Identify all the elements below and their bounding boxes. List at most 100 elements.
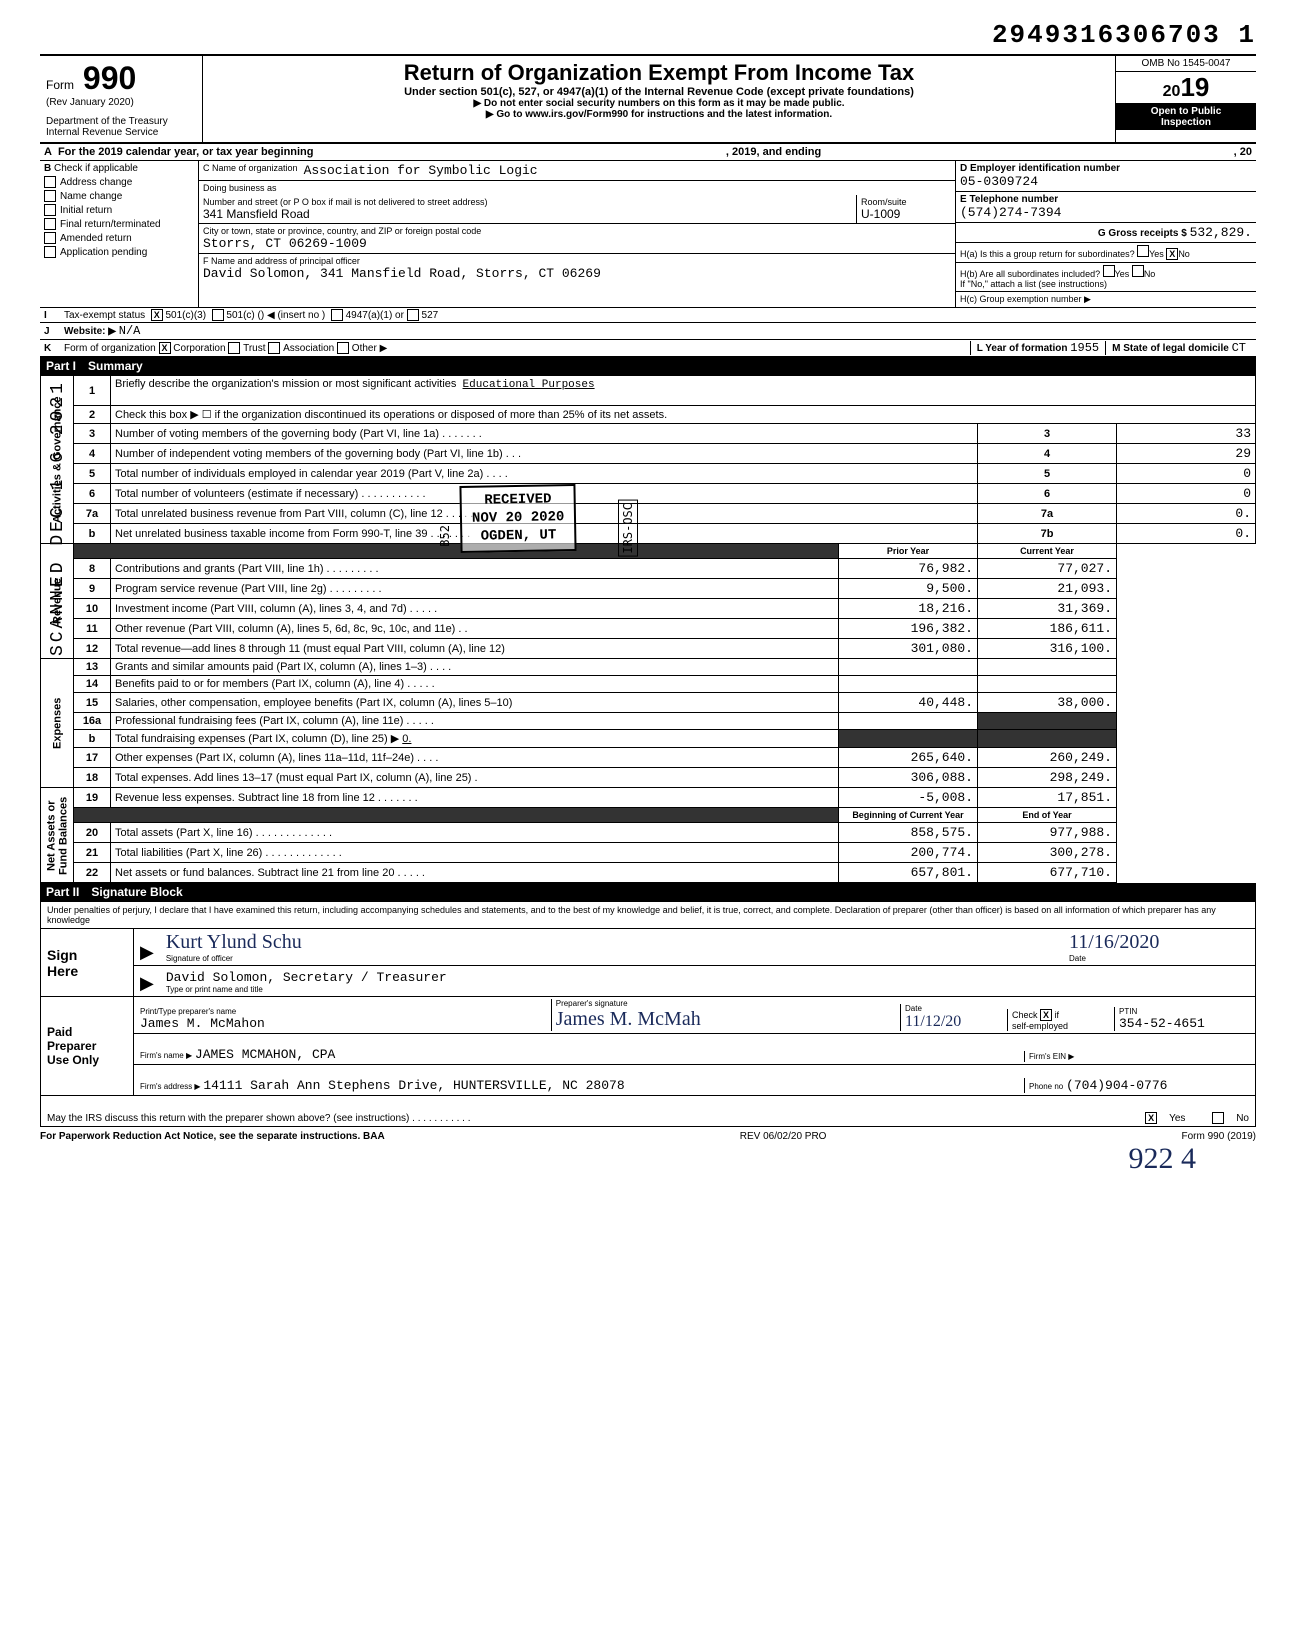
r15-curr: 38,000. xyxy=(978,693,1117,713)
ha-no-box[interactable]: X xyxy=(1166,248,1178,260)
firm-ein-label: Firm's EIN ▶ xyxy=(1029,1052,1074,1061)
footer-mid: REV 06/02/20 PRO xyxy=(740,1131,827,1142)
hb-yes-box[interactable] xyxy=(1103,265,1115,277)
r16a-num: 16a xyxy=(74,713,111,730)
firm-address: 14111 Sarah Ann Stephens Drive, HUNTERSV… xyxy=(203,1078,624,1093)
hdr-current-year: Current Year xyxy=(978,544,1117,559)
chk-trust[interactable] xyxy=(228,342,240,354)
lbl-501c3: 501(c)(3) xyxy=(166,310,207,321)
lbl-name-change: Name change xyxy=(60,191,122,202)
r8-prior: 76,982. xyxy=(839,559,978,579)
room-suite: U-1009 xyxy=(861,207,951,221)
header-right-block: OMB No 1545-0047 20201919 Open to Public… xyxy=(1115,56,1256,142)
officer-name-title: David Solomon, Secretary / Treasurer xyxy=(166,970,1249,985)
r17-num: 17 xyxy=(74,748,111,768)
r22-desc: Net assets or fund balances. Subtract li… xyxy=(111,863,839,883)
hb-note: If "No," attach a list (see instructions… xyxy=(960,279,1107,289)
prep-name-label: Print/Type preparer's name xyxy=(140,1007,539,1016)
col-b-checkboxes: B Check if applicable Address change Nam… xyxy=(40,161,199,307)
chk-name-change[interactable] xyxy=(44,190,56,202)
chk-association[interactable] xyxy=(268,342,280,354)
ha-yes-box[interactable] xyxy=(1137,245,1149,257)
vlabel-activities: Activities & Governance xyxy=(41,376,74,544)
r15-desc: Salaries, other compensation, employee b… xyxy=(111,693,839,713)
r14-num: 14 xyxy=(74,676,111,693)
chk-address-change[interactable] xyxy=(44,176,56,188)
city-state-zip: Storrs, CT 06269-1009 xyxy=(203,236,481,251)
website-value: N/A xyxy=(119,324,141,338)
d-ein-label: D Employer identification number xyxy=(960,163,1252,174)
hc-label: H(c) Group exemption number ▶ xyxy=(956,292,1256,307)
handwritten-bottom: 922 4 xyxy=(40,1142,1256,1176)
r5-val: 0 xyxy=(1117,464,1256,484)
part-ii-header: Part II Signature Block xyxy=(40,883,1256,901)
r13-prior xyxy=(839,659,978,676)
prep-name: James M. McMahon xyxy=(140,1016,539,1031)
mission-text: Educational Purposes xyxy=(463,379,595,391)
hdr-beginning: Beginning of Current Year xyxy=(839,808,978,823)
r13-num: 13 xyxy=(74,659,111,676)
chk-527[interactable] xyxy=(407,309,419,321)
discuss-no: No xyxy=(1236,1113,1249,1124)
r14-prior xyxy=(839,676,978,693)
r6-desc: Total number of volunteers (estimate if … xyxy=(111,484,978,504)
chk-initial-return[interactable] xyxy=(44,204,56,216)
chk-final-return[interactable] xyxy=(44,218,56,230)
chk-discuss-no[interactable] xyxy=(1212,1112,1224,1124)
org-name: Association for Symbolic Logic xyxy=(304,163,538,178)
header-center-block: Return of Organization Exempt From Incom… xyxy=(203,56,1115,142)
chk-amended-return[interactable] xyxy=(44,232,56,244)
r11-prior: 196,382. xyxy=(839,619,978,639)
r13-curr xyxy=(978,659,1117,676)
chk-other[interactable] xyxy=(337,342,349,354)
part-i-header: Part I Summary xyxy=(40,357,1256,375)
form-subtitle: Under section 501(c), 527, or 4947(a)(1)… xyxy=(209,86,1109,98)
r10-desc: Investment income (Part VIII, column (A)… xyxy=(111,599,839,619)
r17-prior: 265,640. xyxy=(839,748,978,768)
state-domicile-label: M State of legal domicile xyxy=(1112,343,1229,354)
chk-discuss-yes[interactable]: X xyxy=(1145,1112,1157,1124)
r16a-curr-shade xyxy=(978,713,1117,730)
gross-receipts: 532,829. xyxy=(1190,225,1252,240)
r12-num: 12 xyxy=(74,639,111,659)
lbl-final-return: Final return/terminated xyxy=(60,219,161,230)
r22-curr: 677,710. xyxy=(978,863,1117,883)
line-i: I Tax-exempt status X 501(c)(3) 501(c) (… xyxy=(40,308,1256,323)
r11-num: 11 xyxy=(74,619,111,639)
form-note-url: ▶ Go to www.irs.gov/Form990 for instruct… xyxy=(209,109,1109,120)
r18-curr: 298,249. xyxy=(978,768,1117,788)
street-address: 341 Mansfield Road xyxy=(203,207,852,221)
r10-num: 10 xyxy=(74,599,111,619)
prep-date-label: Date xyxy=(905,1004,995,1013)
b-label: B xyxy=(44,163,51,174)
chk-corporation[interactable]: X xyxy=(159,342,171,354)
lbl-4947a1: 4947(a)(1) or xyxy=(346,310,404,321)
r15-num: 15 xyxy=(74,693,111,713)
col-d-h: D Employer identification number05-03097… xyxy=(955,161,1256,307)
prep-sig-label: Preparer's signature xyxy=(556,999,888,1008)
hb-no-box[interactable] xyxy=(1132,265,1144,277)
r7b-cell: 7b xyxy=(978,524,1117,544)
r12-prior: 301,080. xyxy=(839,639,978,659)
check-label: Check xyxy=(1012,1010,1038,1020)
chk-4947a1[interactable] xyxy=(331,309,343,321)
r11-desc: Other revenue (Part VIII, column (A), li… xyxy=(111,619,839,639)
open-public-label: Open to Public Inspection xyxy=(1116,104,1256,130)
line-k-label: K xyxy=(44,343,64,354)
ptin-label: PTIN xyxy=(1119,1007,1249,1016)
chk-501c3[interactable]: X xyxy=(151,309,163,321)
chk-501c[interactable] xyxy=(212,309,224,321)
lbl-501c: 501(c) ( xyxy=(226,310,260,321)
chk-application-pending[interactable] xyxy=(44,246,56,258)
hb-no: No xyxy=(1144,269,1156,279)
vlabel-net-assets: Net Assets or Fund Balances xyxy=(41,788,74,883)
r11-curr: 186,611. xyxy=(978,619,1117,639)
col-c-f: C Name of organization Association for S… xyxy=(199,161,955,307)
footer-right: Form 990 (2019) xyxy=(1182,1131,1256,1142)
chk-self-employed[interactable]: X xyxy=(1040,1009,1052,1021)
g-gross-label: G Gross receipts $ xyxy=(1098,228,1187,239)
state-domicile: CT xyxy=(1232,341,1246,355)
r19-prior: -5,008. xyxy=(839,788,978,808)
r19-num: 19 xyxy=(74,788,111,808)
r7a-desc: Total unrelated business revenue from Pa… xyxy=(111,504,978,524)
